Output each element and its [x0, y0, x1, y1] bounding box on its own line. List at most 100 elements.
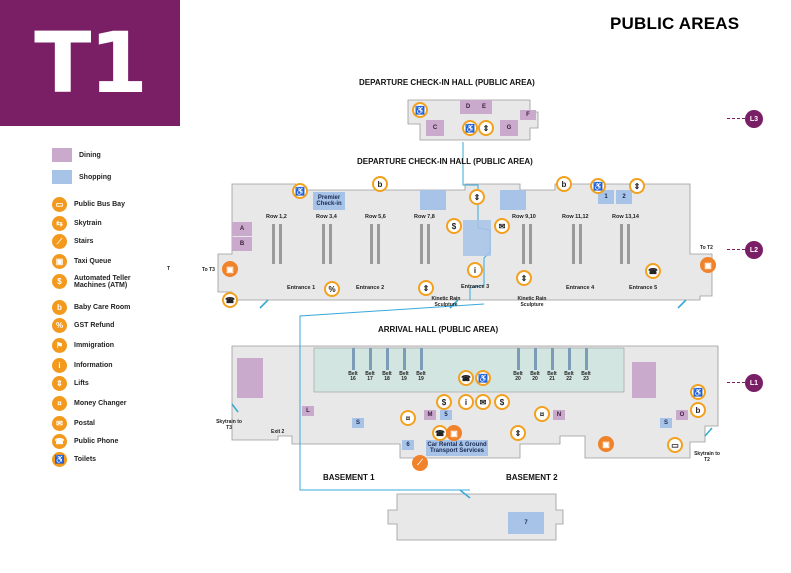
- gst-refund-icon[interactable]: %: [324, 281, 340, 297]
- toilet-icon[interactable]: ♿: [690, 384, 706, 400]
- baby-care-icon[interactable]: b: [372, 176, 388, 192]
- level-connector: [727, 249, 745, 250]
- entrance-label: Entrance 4: [566, 285, 595, 291]
- unit-g[interactable]: G: [500, 120, 518, 136]
- kinetic-rain-label: Kinetic Rain Sculpture: [517, 296, 547, 308]
- row-label: Row 7,8: [414, 214, 435, 220]
- toilet-icon[interactable]: ♿: [590, 178, 606, 194]
- lift-icon[interactable]: ⇕: [516, 270, 532, 286]
- belt-label: Belt 19: [399, 371, 409, 383]
- unit-s[interactable]: 5: [440, 410, 452, 420]
- legend-item-label: Stairs: [74, 238, 94, 245]
- unit-6[interactable]: 6: [402, 440, 414, 450]
- unit-d[interactable]: D: [460, 100, 476, 114]
- legend-item: ¤ Money Changer: [52, 396, 127, 411]
- legend-shopping-label: Shopping: [79, 173, 112, 181]
- premier-checkin[interactable]: Premier Check-in: [313, 192, 345, 210]
- skytrain-t3-label: Skytrain to T3: [216, 419, 242, 431]
- atm-icon[interactable]: $: [436, 394, 452, 410]
- belts: [352, 348, 588, 370]
- phone-icon[interactable]: ☎: [645, 263, 661, 279]
- shop-block: [500, 190, 526, 210]
- level-l3-marker[interactable]: L3: [745, 110, 763, 128]
- unit-e[interactable]: E: [476, 100, 492, 114]
- hall-title-basement2: BASEMENT 2: [506, 473, 558, 482]
- belt-label: Belt 18: [382, 371, 392, 383]
- unit-7[interactable]: 7: [508, 512, 544, 534]
- belt-label: Belt 17: [365, 371, 375, 383]
- legend-item-label: Skytrain: [74, 220, 102, 227]
- lift-icon[interactable]: ⇕: [418, 280, 434, 296]
- unit-c[interactable]: C: [426, 120, 444, 136]
- legend-item: ♿ Toilets: [52, 452, 96, 467]
- legend-item: ✉ Postal: [52, 416, 95, 431]
- baby-care-icon: b: [52, 300, 67, 315]
- unit-a[interactable]: A: [232, 222, 252, 236]
- unit-s[interactable]: S: [352, 418, 364, 428]
- taxi-icon[interactable]: ▣: [598, 436, 614, 452]
- entrance-label: Entrance 3: [461, 284, 490, 290]
- information-icon[interactable]: i: [458, 394, 474, 410]
- postal-icon[interactable]: ✉: [494, 218, 510, 234]
- terminal-label: T1: [34, 14, 148, 112]
- postal-icon[interactable]: ✉: [475, 394, 491, 410]
- legend-item: ⇕ Lifts: [52, 376, 89, 391]
- row-label: Row 9,10: [512, 214, 536, 220]
- toilet-icon: ♿: [52, 452, 67, 467]
- legend-item-label: Baby Care Room: [74, 304, 131, 311]
- legend-item: b Baby Care Room: [52, 300, 130, 315]
- phone-icon[interactable]: ☎: [458, 370, 474, 386]
- lift-icon[interactable]: ⇕: [478, 120, 494, 136]
- entrance-label: Entrance 2: [356, 285, 385, 291]
- phone-icon[interactable]: ☎: [222, 292, 238, 308]
- unit-o[interactable]: O: [676, 410, 688, 420]
- legend-item: % GST Refund: [52, 318, 114, 333]
- stairs-icon[interactable]: ⟋: [412, 455, 428, 471]
- atm-icon[interactable]: $: [494, 394, 510, 410]
- unit-n[interactable]: N: [553, 410, 565, 420]
- toilet-icon[interactable]: ♿: [412, 102, 428, 118]
- legend-item: ⇆ Skytrain: [52, 216, 102, 231]
- unit-m[interactable]: M: [424, 410, 436, 420]
- taxi-icon[interactable]: ▣: [700, 257, 716, 273]
- taxi-icon[interactable]: ▣: [222, 261, 238, 277]
- row-label: Row 5,6: [365, 214, 386, 220]
- toilet-icon[interactable]: ♿: [292, 183, 308, 199]
- baby-care-icon[interactable]: b: [556, 176, 572, 192]
- unit-2[interactable]: 2: [616, 190, 632, 204]
- level-l2-marker[interactable]: L2: [745, 241, 763, 259]
- level-connector: [727, 382, 745, 383]
- legend-item-label: Postal: [74, 420, 96, 427]
- escalator-marks: [231, 299, 713, 499]
- legend-item: ⟋ Stairs: [52, 234, 93, 249]
- baby-care-icon[interactable]: b: [690, 402, 706, 418]
- legend-shopping: Shopping: [52, 170, 111, 184]
- toilet-icon[interactable]: ♿: [462, 120, 478, 136]
- belt-label: Belt 20: [530, 371, 540, 383]
- unit-f[interactable]: F: [520, 110, 536, 120]
- legend-item-label: Public Phone: [74, 438, 119, 445]
- legend-item-label: Immigration: [74, 342, 115, 349]
- unit-s[interactable]: S: [660, 418, 672, 428]
- lift-icon[interactable]: ⇕: [469, 189, 485, 205]
- money-changer-icon[interactable]: ¤: [400, 410, 416, 426]
- shop-block: [420, 190, 446, 210]
- money-changer-icon: ¤: [52, 396, 67, 411]
- toilet-icon[interactable]: ♿: [475, 370, 491, 386]
- information-icon[interactable]: i: [467, 262, 483, 278]
- unit-b[interactable]: B: [232, 237, 252, 251]
- lift-icon[interactable]: ⇕: [629, 178, 645, 194]
- lift-icon[interactable]: ⇕: [510, 425, 526, 441]
- taxi-icon[interactable]: ▣: [446, 425, 462, 441]
- level-l1-marker[interactable]: L1: [745, 374, 763, 392]
- atm-icon[interactable]: $: [446, 218, 462, 234]
- bus-icon[interactable]: ▭: [667, 437, 683, 453]
- entrance-label: Entrance 1: [287, 285, 316, 291]
- money-changer-icon[interactable]: ¤: [534, 406, 550, 422]
- unit-l[interactable]: L: [302, 406, 314, 416]
- hall-title-basement1: BASEMENT 1: [323, 473, 375, 482]
- taxi-icon: ▣: [52, 254, 67, 269]
- car-rental-counter[interactable]: Car Rental & Ground Transport Services: [426, 440, 488, 456]
- unit-1[interactable]: 1: [598, 190, 614, 204]
- page-title: PUBLIC AREAS: [610, 14, 740, 33]
